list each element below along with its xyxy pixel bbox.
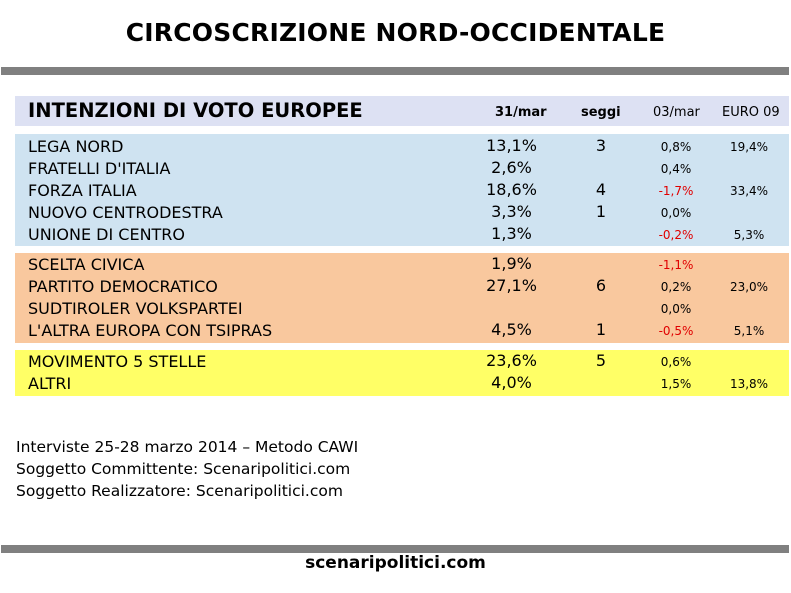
survey-notes: Interviste 25-28 marzo 2014 – Metodo CAW…	[16, 436, 358, 502]
group-other: MOVIMENTO 5 STELLE 23,6% 5 0,6% ALTRI 4,…	[15, 350, 789, 396]
table-heading: INTENZIONI DI VOTO EUROPEE	[28, 99, 363, 122]
party-name: L'ALTRA EUROPA CON TSIPRAS	[28, 321, 273, 340]
page-title: CIRCOSCRIZIONE NORD-OCCIDENTALE	[125, 18, 666, 47]
seats-value: 3	[595, 136, 607, 155]
table-row: FORZA ITALIA 18,6% 4 -1,7% 33,4%	[15, 180, 789, 202]
delta-value: 0,8%	[660, 140, 692, 154]
seats-value: 1	[595, 320, 607, 339]
euro09-value: 23,0%	[729, 280, 769, 294]
table-row: L'ALTRA EUROPA CON TSIPRAS 4,5% 1 -0,5% …	[15, 320, 789, 342]
table-header: INTENZIONI DI VOTO EUROPEE 31/mar seggi …	[15, 96, 789, 126]
delta-value: -1,7%	[658, 184, 694, 198]
note-producer: Soggetto Realizzatore: Scenaripolitici.c…	[16, 482, 343, 500]
delta-value: -1,1%	[658, 258, 694, 272]
party-name: LEGA NORD	[28, 137, 124, 156]
party-name: SUDTIROLER VOLKSPARTEI	[28, 299, 243, 318]
delta-value: -0,2%	[658, 228, 694, 242]
table-row: PARTITO DEMOCRATICO 27,1% 6 0,2% 23,0%	[15, 276, 789, 298]
vote-share: 1,3%	[491, 224, 532, 243]
party-name: UNIONE DI CENTRO	[28, 225, 186, 244]
vote-share: 1,9%	[491, 254, 532, 273]
vote-share: 4,0%	[491, 373, 532, 392]
column-header-euro: EURO 09	[722, 105, 780, 120]
seats-value: 1	[595, 202, 607, 221]
bottom-divider	[1, 545, 789, 553]
table-row: LEGA NORD 13,1% 3 0,8% 19,4%	[15, 136, 789, 158]
group-centre-right: LEGA NORD 13,1% 3 0,8% 19,4% FRATELLI D'…	[15, 134, 789, 246]
delta-value: 1,5%	[660, 377, 692, 391]
delta-value: -0,5%	[658, 324, 694, 338]
euro09-value: 5,3%	[733, 228, 765, 242]
table-row: MOVIMENTO 5 STELLE 23,6% 5 0,6%	[15, 351, 789, 373]
group-centre-left: SCELTA CIVICA 1,9% -1,1% PARTITO DEMOCRA…	[15, 253, 789, 343]
vote-share: 27,1%	[486, 276, 537, 295]
party-name: NUOVO CENTRODESTRA	[28, 203, 223, 222]
vote-share: 2,6%	[491, 158, 532, 177]
column-header-seats: seggi	[581, 105, 621, 120]
euro09-value: 5,1%	[733, 324, 765, 338]
vote-share: 23,6%	[486, 351, 537, 370]
vote-share: 4,5%	[491, 320, 532, 339]
party-name: FORZA ITALIA	[28, 181, 137, 200]
table-row: SUDTIROLER VOLKSPARTEI 0,0%	[15, 298, 789, 320]
delta-value: 0,6%	[660, 355, 692, 369]
delta-value: 0,2%	[660, 280, 692, 294]
note-interviews: Interviste 25-28 marzo 2014 – Metodo CAW…	[16, 438, 359, 456]
delta-value: 0,0%	[660, 206, 692, 220]
footer-site: scenaripolitici.com	[305, 553, 486, 573]
column-header-date: 31/mar	[495, 105, 547, 120]
delta-value: 0,0%	[660, 302, 692, 316]
note-commissioner: Soggetto Committente: Scenaripolitici.co…	[16, 460, 351, 478]
table-row: UNIONE DI CENTRO 1,3% -0,2% 5,3%	[15, 224, 789, 246]
euro09-value: 13,8%	[729, 377, 769, 391]
seats-value: 5	[595, 351, 607, 370]
party-name: SCELTA CIVICA	[28, 255, 145, 274]
column-header-delta: 03/mar	[653, 105, 700, 120]
vote-share: 18,6%	[486, 180, 537, 199]
table-row: NUOVO CENTRODESTRA 3,3% 1 0,0%	[15, 202, 789, 224]
table-row: SCELTA CIVICA 1,9% -1,1%	[15, 254, 789, 276]
vote-share: 3,3%	[491, 202, 532, 221]
delta-value: 0,4%	[660, 162, 692, 176]
party-name: FRATELLI D'ITALIA	[28, 159, 171, 178]
table-row: ALTRI 4,0% 1,5% 13,8%	[15, 373, 789, 395]
party-name: PARTITO DEMOCRATICO	[28, 277, 218, 296]
vote-share: 13,1%	[486, 136, 537, 155]
party-name: ALTRI	[28, 374, 72, 393]
seats-value: 4	[595, 180, 607, 199]
euro09-value: 19,4%	[729, 140, 769, 154]
seats-value: 6	[595, 276, 607, 295]
top-divider	[1, 67, 789, 75]
party-name: MOVIMENTO 5 STELLE	[28, 352, 207, 371]
table-row: FRATELLI D'ITALIA 2,6% 0,4%	[15, 158, 789, 180]
euro09-value: 33,4%	[729, 184, 769, 198]
